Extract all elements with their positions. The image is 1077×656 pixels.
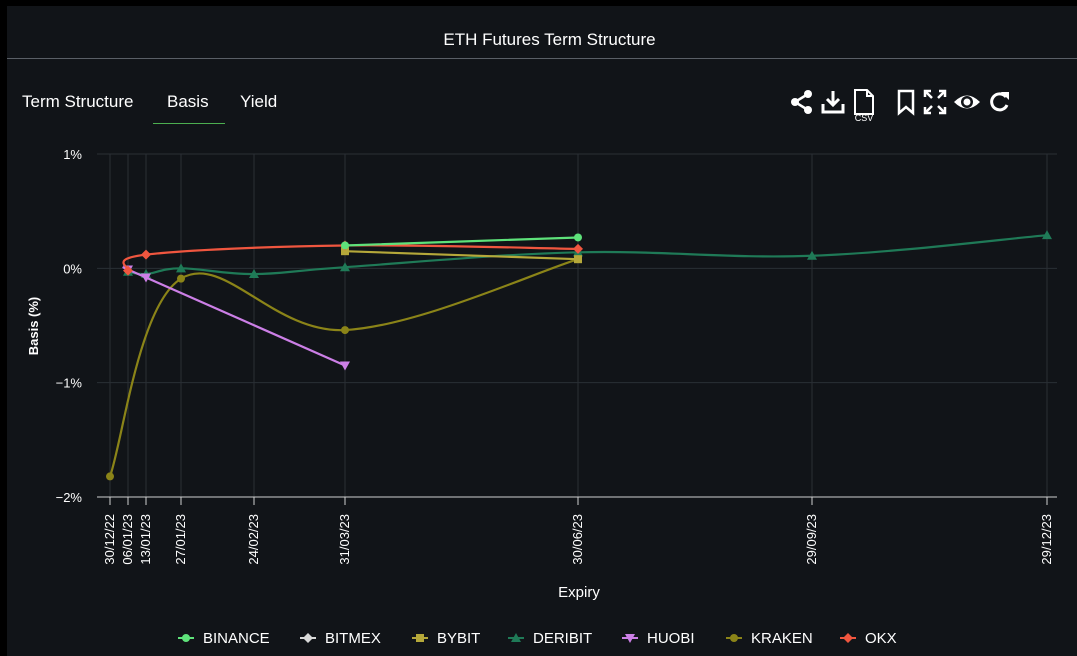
data-point-bybit — [341, 247, 349, 256]
active-tab-indicator — [153, 123, 225, 124]
data-point-deribit — [1042, 230, 1052, 240]
legend-item-kraken[interactable]: KRAKEN — [726, 630, 813, 647]
legend-marker-bybit — [416, 634, 424, 642]
legend-label-kraken: KRAKEN — [751, 630, 813, 647]
x-tick-label: 31/03/23 — [337, 514, 352, 565]
series-line-huobi — [122, 266, 346, 367]
chart-legend: BINANCE BITMEX BYBIT DERIBIT HUOBI KRAKEN OKX — [178, 630, 897, 647]
data-point-kraken — [106, 472, 114, 481]
data-point-kraken — [341, 326, 349, 335]
legend-item-bitmex[interactable]: BITMEX — [300, 630, 381, 647]
refresh-icon[interactable] — [986, 88, 1012, 116]
y-tick-labels: 1% 0% −1% −2% — [56, 147, 83, 505]
data-point-deribit — [807, 250, 817, 260]
legend-marker-bitmex — [303, 633, 313, 643]
data-point-okx — [123, 265, 133, 276]
series-bybit — [341, 247, 582, 264]
data-point-bybit — [574, 255, 582, 264]
chart-grid — [97, 153, 1057, 497]
csv-icon[interactable]: CSV — [849, 88, 879, 123]
tab-basis[interactable]: Basis — [167, 92, 209, 111]
series-line-binance — [344, 236, 579, 247]
legend-marker-okx — [843, 633, 853, 643]
series-deribit — [123, 230, 1052, 279]
x-tick-labels: 30/12/22 06/01/23 13/01/23 27/01/23 24/02/23… — [102, 514, 1054, 565]
legend-label-binance: BINANCE — [203, 630, 270, 647]
y-axis-label: Basis (%) — [26, 297, 41, 356]
series-line-kraken — [108, 258, 579, 477]
series-binance — [341, 233, 582, 250]
x-tick-label: 13/01/23 — [138, 514, 153, 565]
legend-label-bitmex: BITMEX — [325, 630, 381, 647]
chart-series — [106, 230, 1052, 481]
x-tick-label: 29/09/23 — [804, 514, 819, 565]
legend-label-deribit: DERIBIT — [533, 630, 592, 647]
title-divider — [7, 58, 1077, 59]
tab-term-structure[interactable]: Term Structure — [22, 92, 134, 111]
data-point-deribit — [249, 269, 259, 279]
data-point-deribit — [340, 262, 350, 272]
bookmark-icon[interactable] — [893, 88, 919, 116]
legend-marker-huobi — [625, 634, 635, 643]
x-tick-label: 24/02/23 — [246, 514, 261, 565]
series-line-deribit — [127, 234, 1048, 276]
legend-item-bybit[interactable]: BYBIT — [412, 630, 480, 647]
x-tick-label: 06/01/23 — [120, 514, 135, 565]
y-tick-label: 0% — [63, 261, 82, 276]
fullscreen-icon[interactable] — [922, 88, 948, 116]
data-point-binance — [341, 241, 349, 250]
y-tick-label: −2% — [56, 490, 83, 505]
legend-marker-binance — [182, 634, 190, 642]
legend-item-okx[interactable]: OKX — [840, 630, 897, 647]
data-point-okx — [573, 243, 583, 254]
tab-yield[interactable]: Yield — [240, 92, 278, 111]
legend-label-huobi: HUOBI — [647, 630, 695, 647]
download-icon[interactable] — [820, 88, 846, 116]
legend-marker-deribit — [511, 633, 521, 642]
data-point-binance — [574, 233, 582, 242]
x-tick-label: 30/06/23 — [570, 514, 585, 565]
x-tick-label: 27/01/23 — [173, 514, 188, 565]
data-point-huobi — [340, 361, 350, 371]
series-line-okx — [122, 244, 579, 272]
legend-item-huobi[interactable]: HUOBI — [622, 630, 695, 647]
y-tick-label: −1% — [56, 376, 83, 391]
data-point-okx — [141, 249, 151, 260]
x-tick-label: 29/12/23 — [1039, 514, 1054, 565]
data-point-huobi — [141, 273, 151, 283]
x-axis-label: Expiry — [558, 584, 600, 601]
x-tick-label: 30/12/22 — [102, 514, 117, 565]
legend-item-deribit[interactable]: DERIBIT — [508, 630, 592, 647]
chart-panel: ETH Futures Term Structure Term Structur… — [7, 6, 1077, 656]
legend-item-binance[interactable]: BINANCE — [178, 630, 270, 647]
series-okx — [122, 240, 583, 276]
csv-label: CSV — [855, 113, 874, 122]
share-icon[interactable] — [789, 88, 815, 116]
chart-title: ETH Futures Term Structure — [443, 30, 656, 49]
data-point-deribit — [176, 263, 186, 273]
chart-axes — [97, 496, 1057, 505]
series-line-bybit — [344, 250, 579, 261]
legend-label-okx: OKX — [865, 630, 897, 647]
series-huobi — [122, 265, 350, 371]
legend-label-bybit: BYBIT — [437, 630, 480, 647]
legend-marker-kraken — [730, 634, 738, 642]
y-tick-label: 1% — [63, 147, 82, 162]
data-point-kraken — [177, 274, 185, 283]
eye-icon[interactable] — [952, 88, 982, 116]
